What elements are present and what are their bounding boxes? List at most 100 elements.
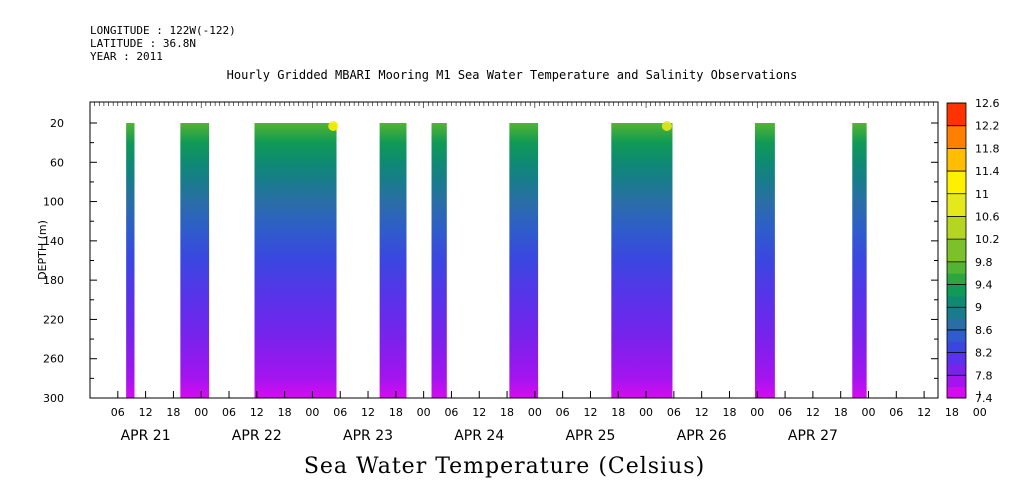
x-tick-label: 06: [333, 406, 347, 419]
plot-frame: [89, 101, 939, 399]
y-tick-label: 260: [43, 353, 64, 366]
x-tick-label: 00: [194, 406, 208, 419]
x-date-label: APR 22: [232, 428, 282, 444]
x-tick-label: 06: [667, 406, 681, 419]
x-tick-label: 00: [417, 406, 431, 419]
x-tick-label: 18: [389, 406, 403, 419]
colorbar-swatch: [947, 103, 966, 115]
data-column-1: [126, 123, 135, 398]
x-tick-label: 18: [278, 406, 292, 419]
x-tick-label: 12: [806, 406, 820, 419]
y-axis: 20 60 100 140 180 220 260 300 DEPTH (m): [36, 117, 938, 405]
colorbar-label: 12.6: [975, 97, 1000, 110]
colorbar-swatch: [947, 363, 966, 376]
colorbar-swatch: [947, 329, 966, 342]
y-tick-label: 60: [50, 156, 64, 169]
colorbar-swatch: [947, 171, 966, 183]
colorbar-swatch: [947, 352, 966, 365]
x-tick-label: 12: [250, 406, 264, 419]
x-axis: 06 12 18 00 06 12 18 00 06 12 18 00 06 12 18 00 06 12 18 00…: [111, 391, 987, 444]
x-tick-label: 06: [111, 406, 125, 419]
x-tick-label: 18: [166, 406, 180, 419]
colorbar-label: 11: [975, 188, 989, 201]
colorbar-swatch: [947, 159, 966, 172]
x-tick-label: 06: [778, 406, 792, 419]
warm-spot-2: [661, 121, 672, 131]
x-tick-label: 00: [973, 406, 987, 419]
x-tick-label: 00: [528, 406, 542, 419]
colorbar-label: 11.4: [975, 165, 1000, 178]
data-column-4: [379, 123, 407, 398]
colorbar-swatch: [947, 250, 966, 263]
plot-area: [126, 121, 867, 398]
colorbar-label: 8.2: [975, 347, 993, 360]
colorbar-swatch: [947, 114, 966, 127]
x-date-label: APR 26: [677, 428, 727, 444]
colorbar-swatch: [947, 341, 966, 354]
colorbar-label: 8.6: [975, 324, 993, 337]
chart-title: Hourly Gridded MBARI Mooring M1 Sea Wate…: [226, 68, 798, 82]
colorbar-swatch: [947, 273, 966, 286]
colorbar-label: 12.2: [975, 120, 1000, 133]
colorbar-swatch: [947, 386, 966, 399]
x-tick-label: 06: [444, 406, 458, 419]
colorbar-swatch: [947, 227, 966, 240]
data-column-2: [180, 123, 210, 398]
year-label: YEAR : 2011: [90, 50, 163, 63]
x-date-label: APR 27: [788, 428, 838, 444]
colorbar-swatch: [947, 307, 966, 320]
y-tick-label: 220: [43, 313, 64, 326]
colorbar-swatch: [947, 148, 966, 161]
x-tick-label: 18: [722, 406, 736, 419]
x-date-label: APR 21: [121, 428, 171, 444]
y-tick-label: 20: [50, 117, 64, 130]
colorbar-swatch: [947, 205, 966, 217]
x-date-label: APR 24: [454, 428, 504, 444]
x-tick-label: 18: [945, 406, 959, 419]
colorbar-swatch: [947, 261, 966, 274]
data-column-3: [254, 123, 337, 398]
colorbar-swatch: [947, 182, 966, 195]
x-date-label: APR 23: [343, 428, 393, 444]
y-axis-label: DEPTH (m): [36, 220, 49, 280]
colorbar-swatch: [947, 193, 966, 206]
y-tick-label: 180: [43, 274, 64, 287]
x-tick-label: 06: [222, 406, 236, 419]
x-date-label: APR 25: [565, 428, 615, 444]
data-column-5: [431, 123, 447, 398]
x-tick-label: 12: [917, 406, 931, 419]
x-tick-label: 00: [750, 406, 764, 419]
x-tick-label: 06: [889, 406, 903, 419]
colorbar-label: 9.8: [975, 256, 993, 269]
warm-spot-1: [328, 121, 339, 131]
colorbar-label: 11.8: [975, 142, 1000, 155]
colorbar-swatch: [947, 137, 966, 149]
colorbar-swatch: [947, 125, 966, 138]
metadata-block: LONGITUDE : 122W(-122) LATITUDE : 36.8N …: [90, 24, 236, 63]
data-column-6: [509, 123, 539, 398]
data-column-9: [852, 123, 867, 398]
x-tick-label: 18: [611, 406, 625, 419]
longitude-label: LONGITUDE : 122W(-122): [90, 24, 236, 37]
colorbar-swatch: [947, 295, 966, 308]
colorbar-swatch: [947, 284, 966, 297]
y-tick-label: 100: [43, 196, 64, 209]
latitude-label: LATITUDE : 36.8N: [90, 37, 196, 50]
x-tick-label: 00: [305, 406, 319, 419]
y-tick-label: 300: [43, 392, 64, 405]
colorbar: 12.6 12.2 11.8 11.4 11 10.6 10.2 9.8 9.4 9 8.6 8.2 7…: [946, 97, 1000, 405]
x-tick-label: 12: [583, 406, 597, 419]
x-tick-label: 06: [556, 406, 570, 419]
colorbar-swatch: [947, 216, 966, 229]
colorbar-label: 7.8: [975, 369, 993, 382]
variable-title: Sea Water Temperature (Celsius): [303, 454, 706, 479]
colorbar-swatch: [947, 318, 966, 331]
y-tick-label: 140: [43, 235, 64, 248]
x-tick-label: 18: [834, 406, 848, 419]
data-column-7: [611, 123, 673, 398]
x-tick-label: 00: [861, 406, 875, 419]
data-column-8: [754, 123, 775, 398]
x-tick-label: 18: [500, 406, 514, 419]
colorbar-swatch: [947, 239, 966, 251]
